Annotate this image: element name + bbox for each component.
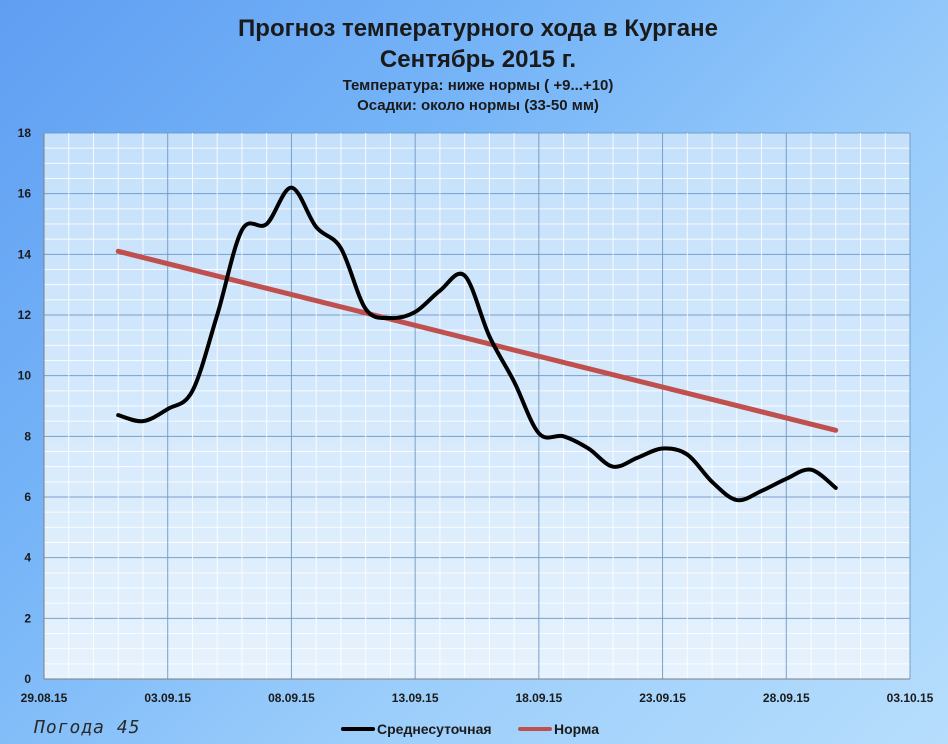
y-tick-label: 16 (18, 187, 32, 201)
y-tick-label: 10 (18, 369, 32, 383)
chart-axes: 0 2 4 6 8 10 12 14 16 18 29.08.15 03.09.15 08.09.15 1… (18, 126, 934, 705)
y-tick-label: 14 (18, 247, 32, 261)
chart-grid (43, 132, 911, 680)
x-tick-label: 08.09.15 (268, 691, 315, 705)
chart-title: Прогноз температурного хода в Кургане (238, 15, 718, 42)
chart-note-precipitation: Осадки: около нормы (33-50 мм) (357, 97, 599, 114)
x-tick-label: 18.09.15 (515, 691, 562, 705)
chart-note-temperature: Температура: ниже нормы ( +9...+10) (343, 77, 614, 94)
y-tick-label: 12 (18, 308, 32, 322)
chart-series (115, 185, 839, 503)
y-tick-label: 6 (24, 490, 31, 504)
y-tick-label: 4 (24, 551, 31, 565)
x-tick-label: 29.08.15 (21, 691, 68, 705)
x-tick-label: 03.09.15 (144, 691, 191, 705)
y-tick-label: 0 (24, 672, 31, 686)
x-tick-label: 28.09.15 (763, 691, 810, 705)
x-tick-label: 13.09.15 (392, 691, 439, 705)
chart-legend: Среднесуточная Норма (341, 721, 599, 737)
x-tick-label: 23.09.15 (639, 691, 686, 705)
series-line-daily-mean (116, 185, 838, 503)
x-tick-label: 03.10.15 (887, 691, 934, 705)
series-line-norm (115, 248, 839, 433)
legend-item-daily-mean-label: Среднесуточная (377, 721, 492, 737)
legend-item-norm-label: Норма (554, 721, 599, 737)
y-tick-label: 8 (24, 429, 31, 443)
y-tick-label: 18 (18, 126, 32, 140)
watermark-text: Погода 45 (33, 717, 141, 738)
y-tick-label: 2 (24, 611, 31, 625)
chart-subtitle: Сентябрь 2015 г. (380, 46, 576, 73)
chart-titles: Прогноз температурного хода в Кургане Се… (238, 15, 718, 114)
